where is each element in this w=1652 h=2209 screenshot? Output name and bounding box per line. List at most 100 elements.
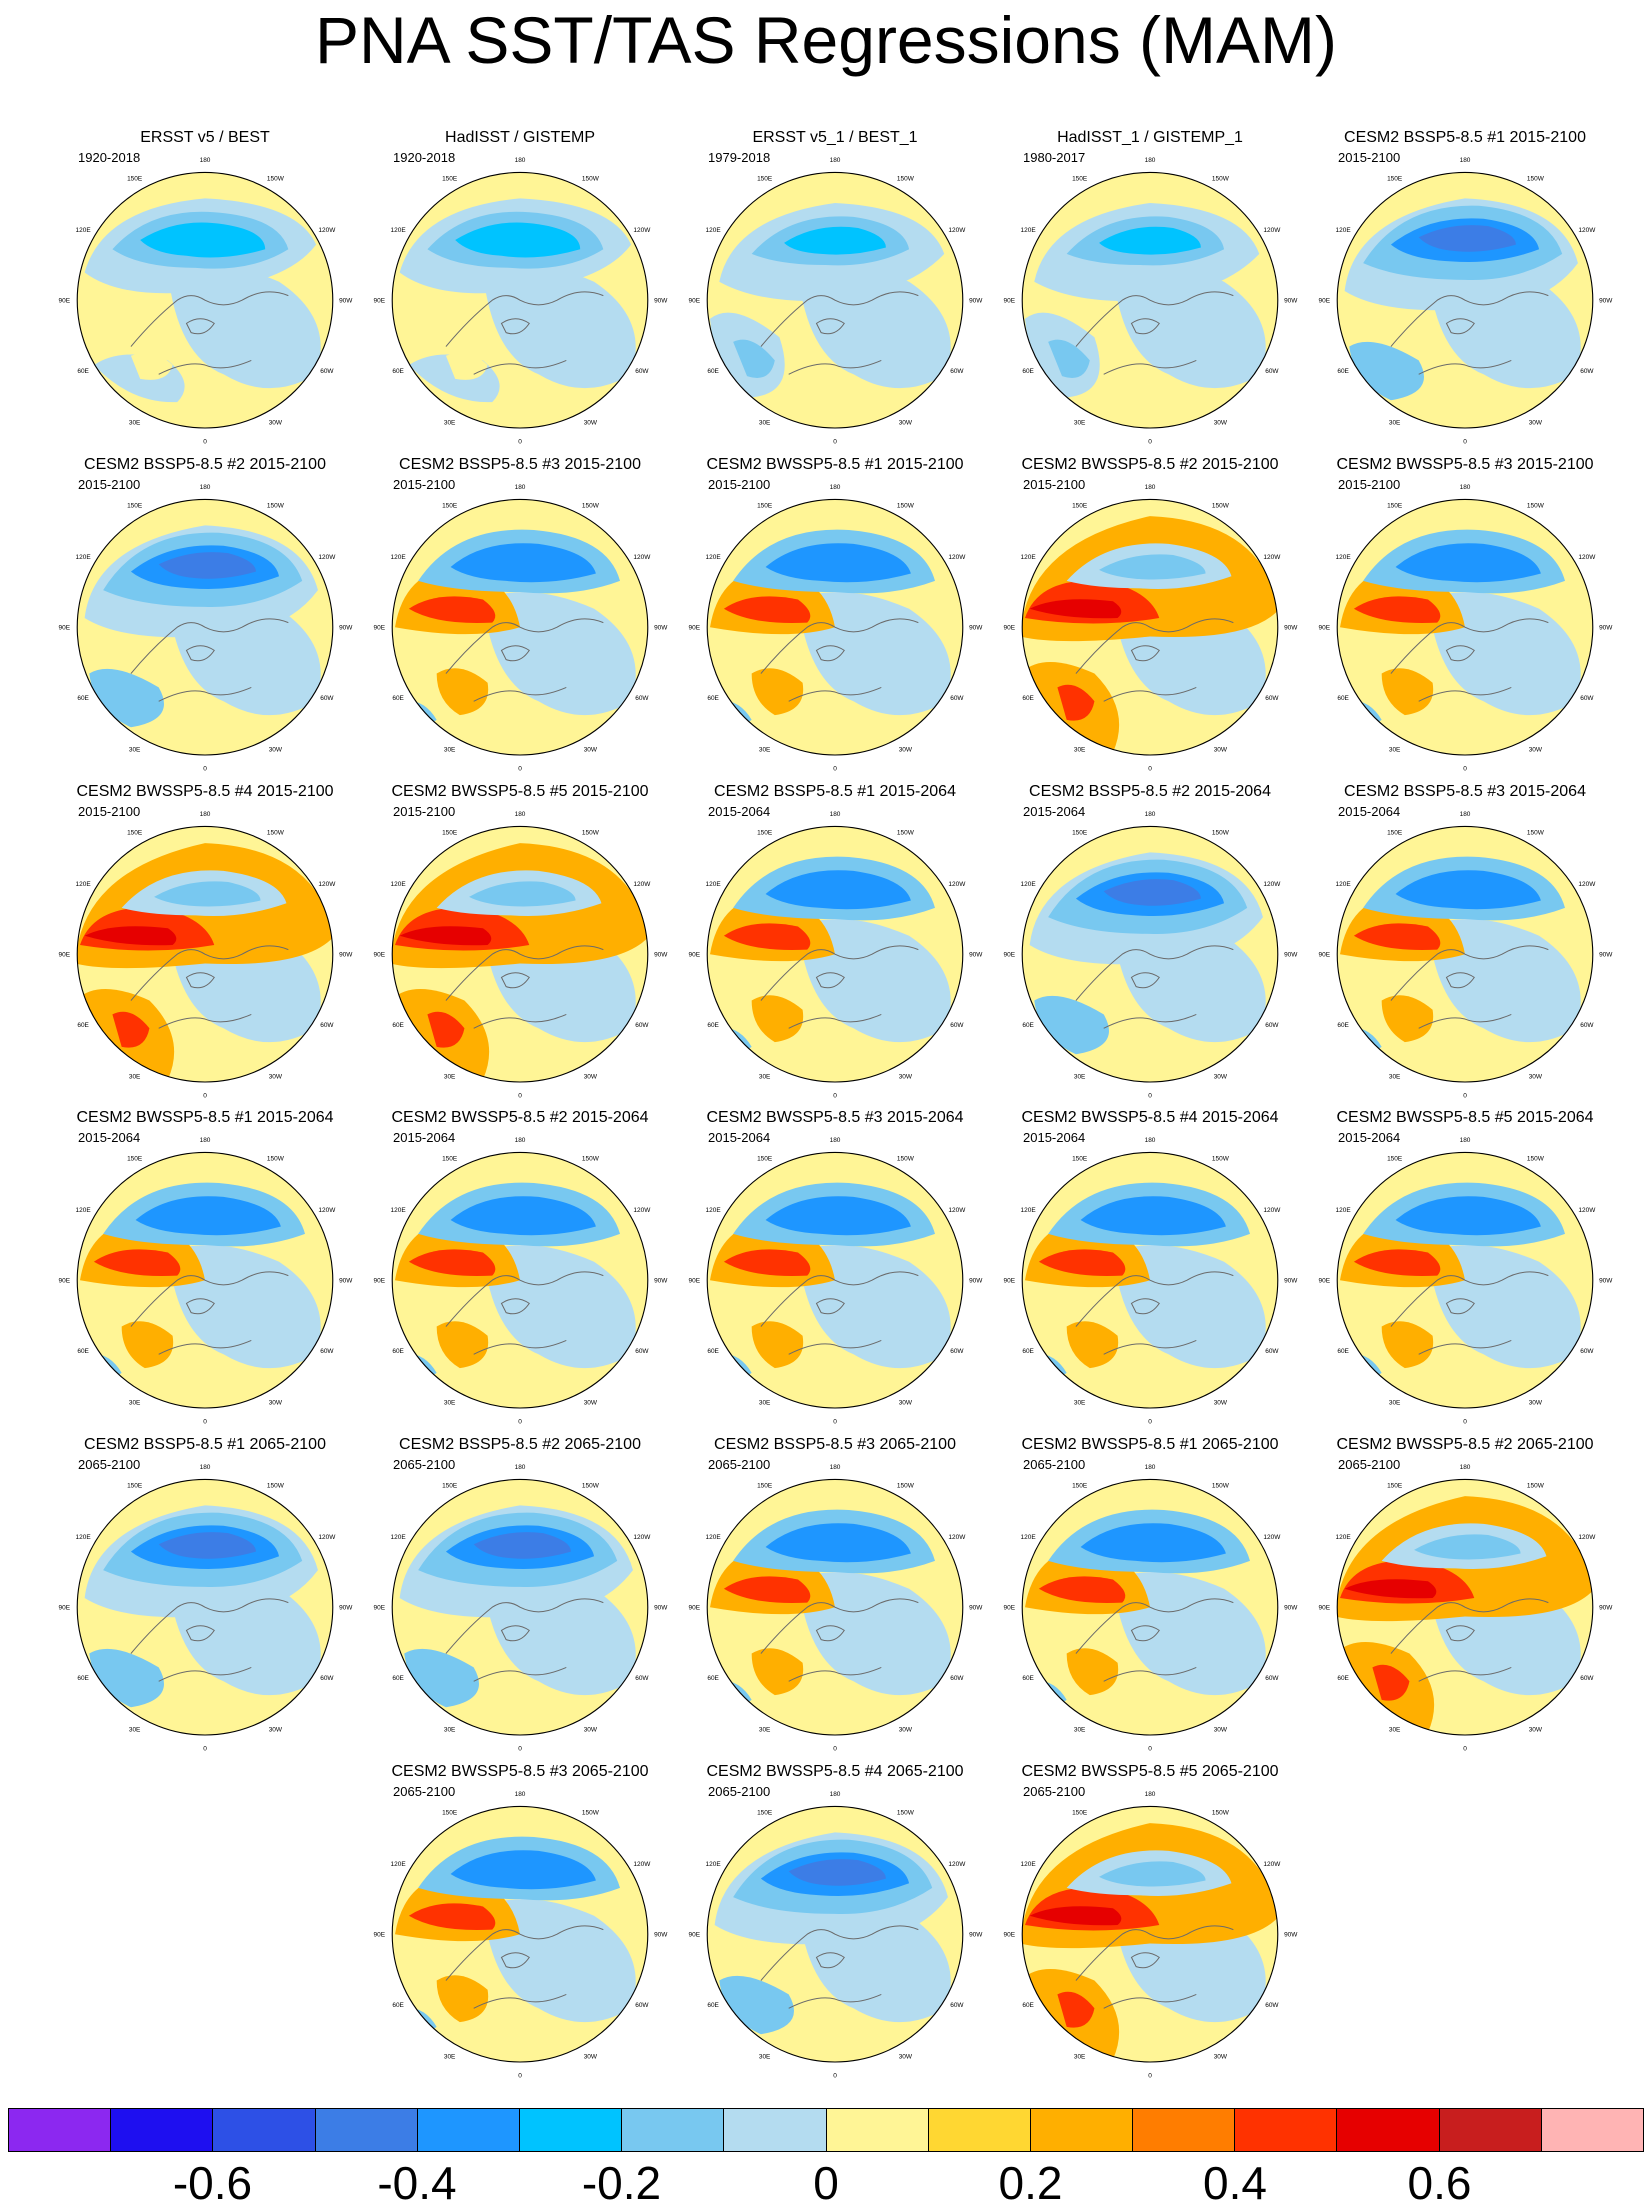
map-border: [1021, 498, 1279, 756]
longitude-label: 30W: [269, 746, 283, 753]
longitude-label: 90W: [969, 625, 983, 632]
anomaly-contour: [89, 1648, 164, 1708]
coastline: [760, 1598, 919, 1682]
map-panel: CESM2 BWSSP5-8.5 #2 2015-2100 2015-2100 18…: [1000, 455, 1300, 785]
longitude-label: 90W: [969, 1605, 983, 1612]
longitude-label: 180: [1460, 1464, 1471, 1471]
longitude-label: 30W: [899, 1073, 913, 1080]
longitude-label: 120E: [706, 1861, 722, 1868]
longitude-label: 30W: [899, 746, 913, 753]
longitude-label: 30W: [1214, 419, 1228, 426]
coastline: [130, 1271, 289, 1355]
panel-period: 2015-2064: [78, 1130, 141, 1145]
coastline: [445, 1925, 604, 2009]
longitude-label: 90E: [1004, 1932, 1016, 1939]
longitude-label: 60E: [392, 1022, 404, 1029]
panel-title: CESM2 BWSSP5-8.5 #5 2065-2100: [1021, 1763, 1279, 1780]
longitude-label: 150E: [1072, 503, 1088, 510]
longitude-label: 30E: [129, 419, 141, 426]
map-panel: CESM2 BSSP5-8.5 #2 2015-2064 2015-2064 180…: [1000, 782, 1300, 1112]
longitude-label: 120E: [391, 1861, 407, 1868]
longitude-label: 180: [830, 1791, 841, 1798]
coastline: [1390, 945, 1549, 1029]
longitude-label: 90W: [1284, 952, 1298, 959]
longitude-label: 60E: [707, 695, 719, 702]
anomaly-contour: [1103, 879, 1201, 906]
map-panel: CESM2 BWSSP5-8.5 #1 2015-2100 2015-2100 18…: [685, 455, 985, 785]
panel-title: CESM2 BSSP5-8.5 #1 2015-2064: [714, 783, 956, 800]
longitude-label: 150W: [1527, 1483, 1545, 1490]
longitude-label: 150W: [897, 1810, 915, 1817]
coastline: [1075, 618, 1234, 702]
colorbar-tick-label: 0: [813, 2157, 839, 2209]
longitude-label: 120E: [1021, 554, 1037, 561]
longitude-label: 60E: [77, 1022, 89, 1029]
longitude-label: 90W: [654, 952, 668, 959]
longitude-label: 180: [515, 1464, 526, 1471]
polar-map: 180 150E 120E 90E 60E 30E 0 30W 60W 90W 120W 150W: [374, 811, 669, 1099]
longitude-label: 150E: [127, 503, 143, 510]
longitude-label: 150W: [1527, 830, 1545, 837]
coastline: [445, 1271, 604, 1355]
longitude-label: 0: [1148, 765, 1152, 772]
coastline: [445, 1598, 604, 1682]
anomaly-contour: [450, 543, 596, 583]
longitude-label: 60E: [77, 695, 89, 702]
map-border: [76, 1151, 334, 1409]
polar-map: 180 150E 120E 90E 60E 30E 0 30W 60W 90W 120W 150W: [1319, 1464, 1614, 1752]
coastline: [760, 1925, 919, 2009]
longitude-label: 90W: [969, 952, 983, 959]
map-border: [706, 1805, 964, 2063]
map-panel: CESM2 BWSSP5-8.5 #2 2015-2064 2015-2064 18…: [370, 1108, 670, 1438]
longitude-label: 0: [1148, 1745, 1152, 1752]
longitude-label: 30E: [759, 1726, 771, 1733]
longitude-label: 120W: [318, 1534, 336, 1541]
longitude-label: 120E: [706, 881, 722, 888]
longitude-label: 30E: [1389, 1726, 1401, 1733]
map-panel: CESM2 BWSSP5-8.5 #4 2065-2100 2065-2100 18…: [685, 1762, 985, 2092]
panel-period: 2015-2100: [393, 477, 456, 492]
panel-title: CESM2 BWSSP5-8.5 #5 2015-2064: [1336, 1109, 1594, 1126]
longitude-label: 180: [830, 811, 841, 818]
panel-period: 2015-2100: [393, 804, 456, 819]
longitude-label: 150E: [442, 1483, 458, 1490]
longitude-label: 0: [203, 1745, 207, 1752]
longitude-label: 60W: [1265, 1675, 1279, 1682]
longitude-label: 180: [200, 811, 211, 818]
longitude-label: 180: [1145, 1137, 1156, 1144]
longitude-label: 120W: [318, 1207, 336, 1214]
longitude-label: 60W: [320, 695, 334, 702]
longitude-label: 90E: [1319, 625, 1331, 632]
anomaly-contour: [473, 1532, 571, 1559]
polar-map: 180 150E 120E 90E 60E 30E 0 30W 60W 90W 120W 150W: [1319, 811, 1614, 1099]
longitude-label: 150W: [267, 1483, 285, 1490]
coastline: [760, 1271, 919, 1355]
panel-period: 2065-2100: [78, 1457, 141, 1472]
longitude-label: 60E: [77, 368, 89, 375]
longitude-label: 0: [518, 2072, 522, 2079]
longitude-label: 150W: [582, 1156, 600, 1163]
longitude-label: 180: [1460, 484, 1471, 491]
panel-period: 2065-2100: [393, 1457, 456, 1472]
longitude-label: 150W: [897, 1156, 915, 1163]
arctic-region: [482, 1899, 636, 2023]
longitude-label: 60E: [1337, 1348, 1349, 1355]
panel-period: 2015-2064: [1338, 804, 1401, 819]
longitude-label: 180: [830, 157, 841, 164]
map-border: [76, 1478, 334, 1736]
longitude-label: 90E: [689, 1278, 701, 1285]
longitude-label: 150E: [1387, 176, 1403, 183]
coastline: [445, 618, 604, 702]
map-border: [391, 498, 649, 756]
map-border: [1336, 825, 1594, 1083]
panel-title: CESM2 BSSP5-8.5 #3 2065-2100: [714, 1436, 956, 1453]
map-border: [706, 498, 964, 756]
polar-map: 180 150E 120E 90E 60E 30E 0 30W 60W 90W 120W 150W: [1319, 1137, 1614, 1425]
longitude-label: 180: [515, 1791, 526, 1798]
longitude-label: 30E: [444, 2053, 456, 2060]
longitude-label: 0: [1463, 1418, 1467, 1425]
longitude-label: 30E: [759, 2053, 771, 2060]
map-border: [1336, 498, 1594, 756]
panel-period: 2015-2064: [708, 1130, 771, 1145]
arctic-region: [1112, 1572, 1266, 1696]
